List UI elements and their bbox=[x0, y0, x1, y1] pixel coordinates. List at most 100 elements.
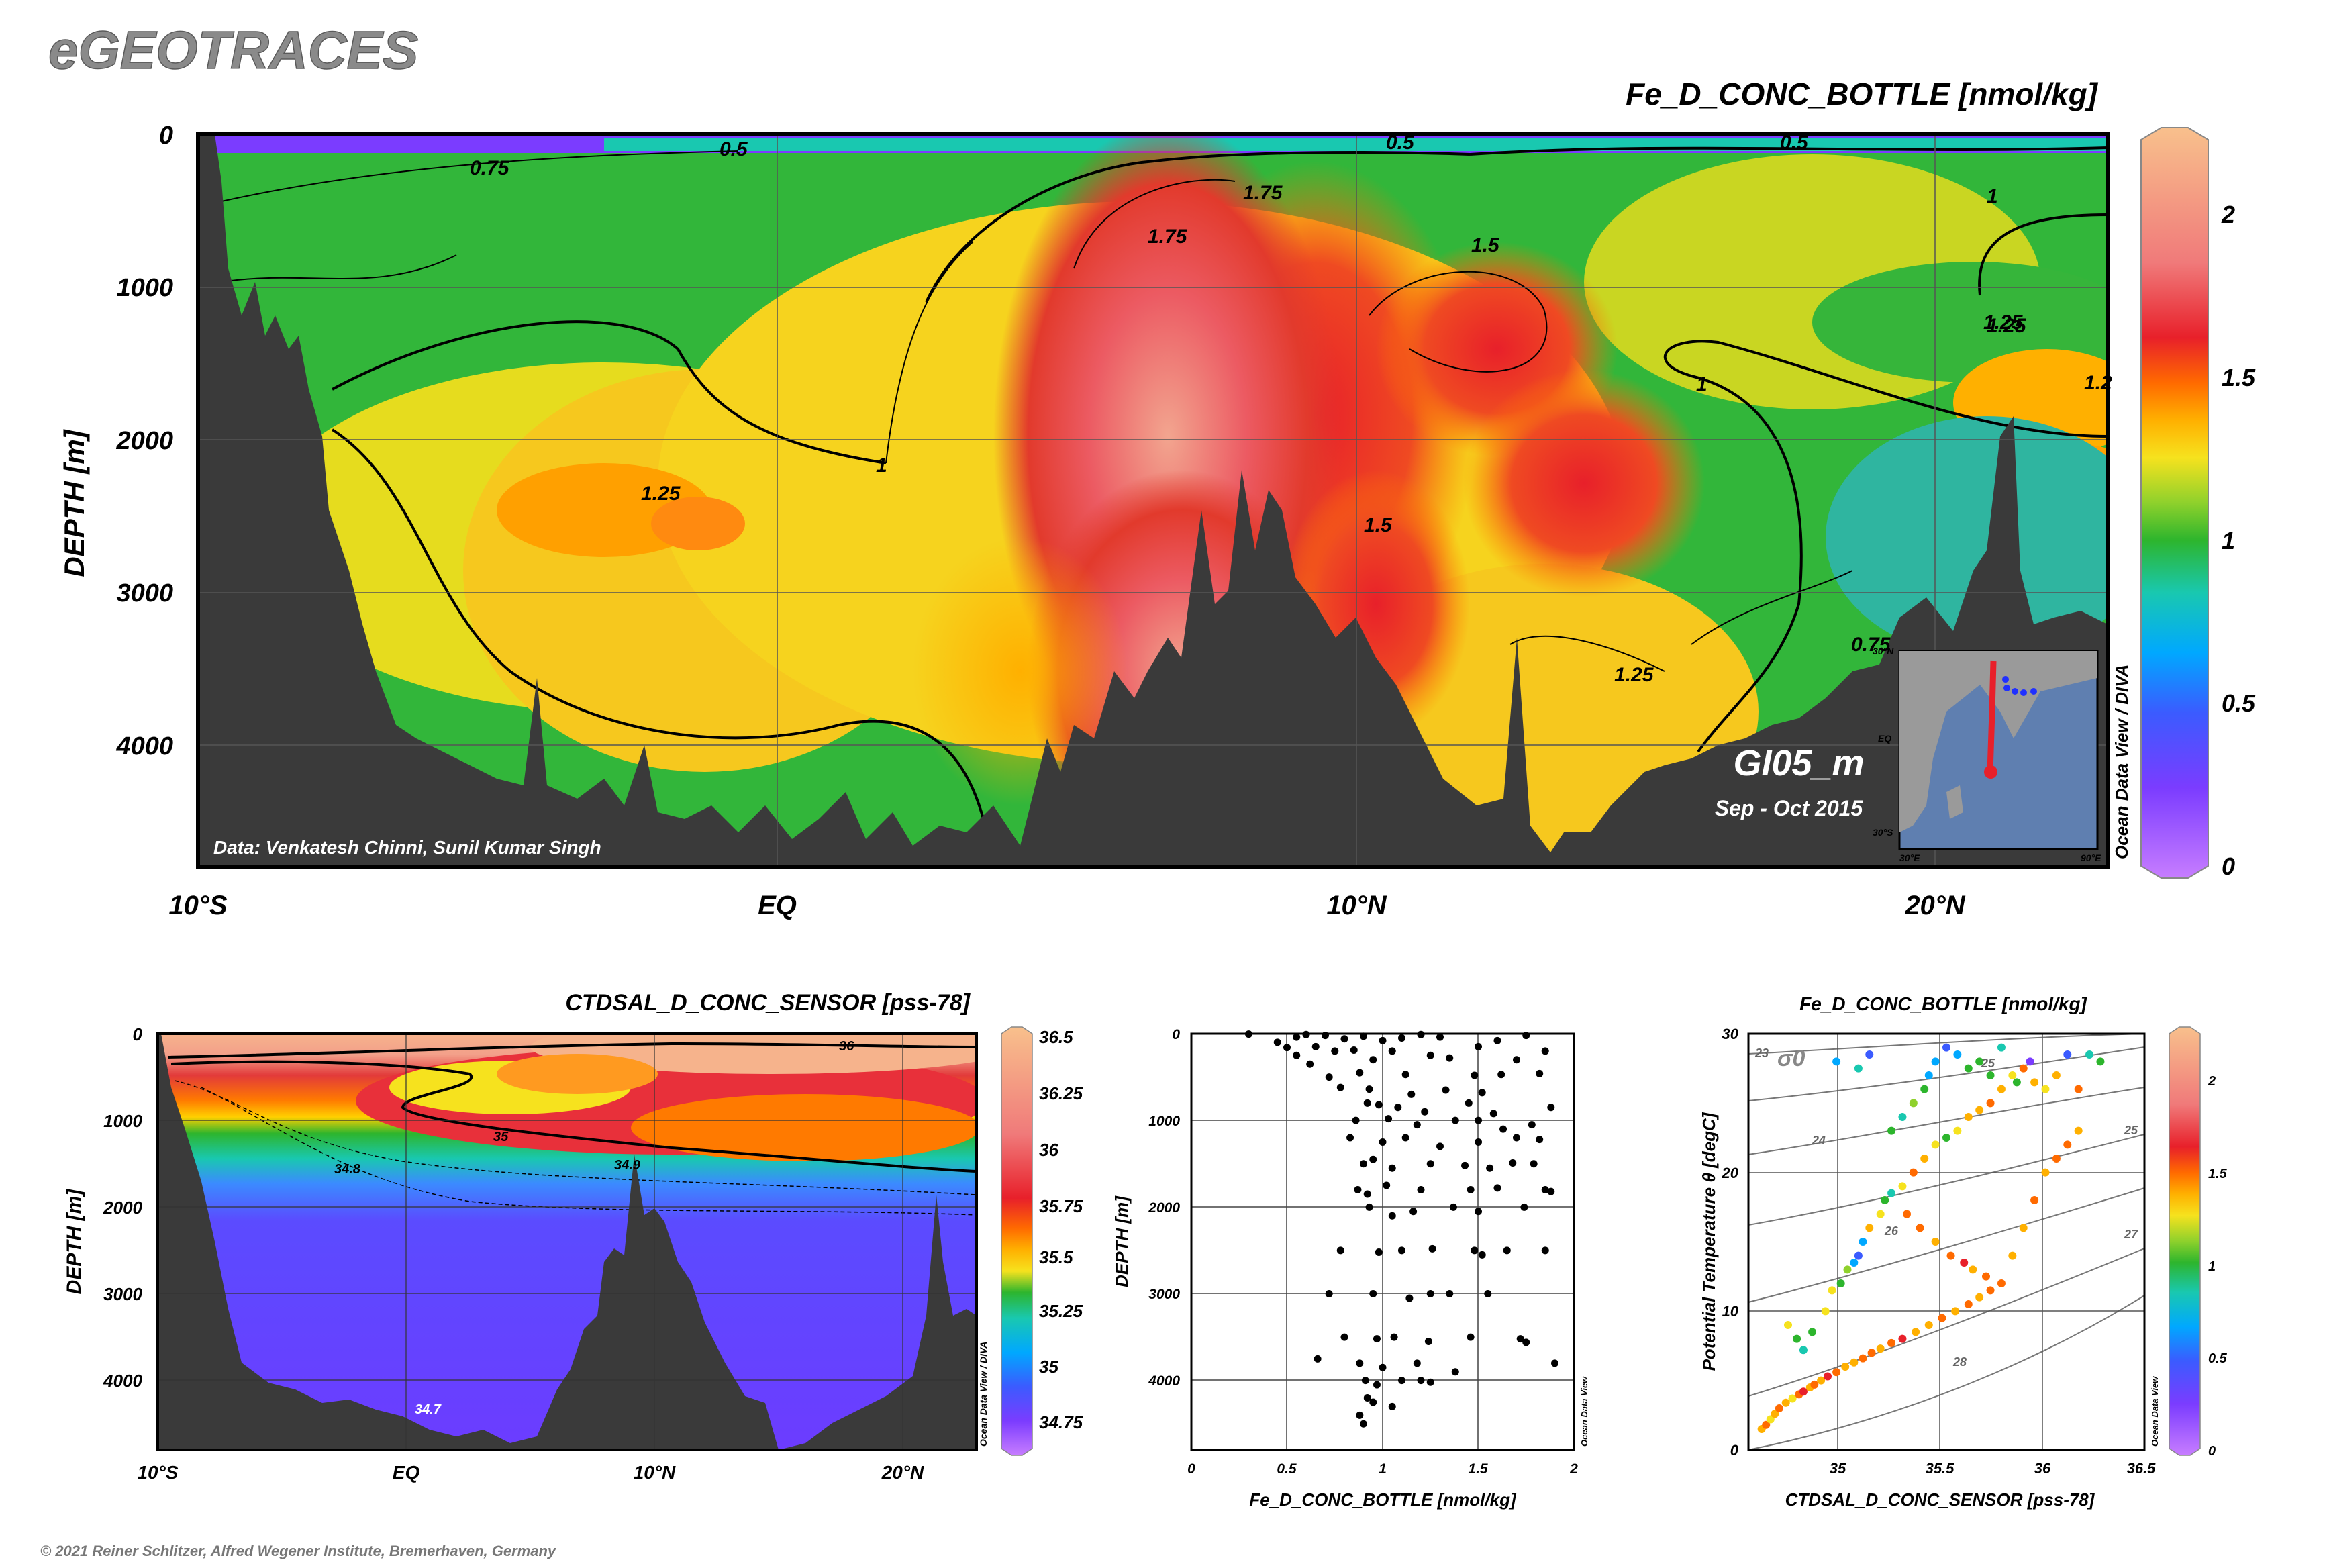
x-tick: 35.5 bbox=[1926, 1460, 1955, 1477]
y-tick: 2000 bbox=[1148, 1200, 1180, 1216]
ts-point bbox=[1986, 1099, 1995, 1108]
profile-point bbox=[1369, 1290, 1377, 1297]
ts-point bbox=[1920, 1085, 1929, 1093]
profile-point bbox=[1375, 1101, 1383, 1109]
cbar-tick: 1 bbox=[2208, 1259, 2216, 1274]
cbar-tick: 35.5 bbox=[1039, 1247, 1073, 1267]
y-tick: 20 bbox=[1722, 1165, 1739, 1181]
contour-label: 34.7 bbox=[415, 1402, 442, 1417]
y-tick: 10 bbox=[1722, 1303, 1739, 1320]
profile-point bbox=[1401, 1134, 1409, 1142]
ts-point bbox=[1953, 1126, 1962, 1135]
main-title: Fe_D_CONC_BOTTLE [nmol/kg] bbox=[1626, 77, 2099, 111]
profile-point bbox=[1475, 1042, 1482, 1050]
profile-point bbox=[1536, 1136, 1544, 1144]
ts-point bbox=[1854, 1064, 1863, 1073]
profile-point bbox=[1352, 1116, 1360, 1124]
ts-point bbox=[1817, 1376, 1826, 1385]
y-tick: 0 bbox=[159, 121, 173, 150]
x-tick: EQ bbox=[758, 891, 797, 920]
ts-point bbox=[1887, 1189, 1896, 1197]
ts-point bbox=[1821, 1307, 1830, 1316]
x-tick: 10°N bbox=[634, 1462, 676, 1483]
cbar-tick: 1.5 bbox=[2208, 1167, 2228, 1181]
ts-colorbar: 0 0.5 1 1.5 2 bbox=[2169, 1026, 2228, 1459]
profile-point bbox=[1356, 1359, 1364, 1367]
profile-point bbox=[1340, 1035, 1348, 1043]
ts-point bbox=[2085, 1050, 2094, 1059]
contour-label: 1.25 bbox=[1987, 315, 2027, 337]
profile-point bbox=[1520, 1203, 1528, 1211]
profile-point bbox=[1336, 1083, 1344, 1091]
profile-point bbox=[1356, 1411, 1364, 1419]
main-colorbar-ticks: 0 0.5 1 1.5 2 bbox=[2221, 201, 2256, 880]
profile-point bbox=[1390, 1333, 1398, 1341]
ts-point bbox=[1898, 1182, 1907, 1191]
salinity-ylabel: DEPTH [m] bbox=[63, 1189, 85, 1295]
ts-point bbox=[1986, 1071, 1995, 1079]
ts-point bbox=[1799, 1387, 1808, 1396]
profile-point bbox=[1436, 1142, 1444, 1150]
profile-point bbox=[1417, 1186, 1425, 1193]
contour-label: 34.8 bbox=[334, 1162, 361, 1177]
ts-point bbox=[1982, 1272, 1990, 1281]
salinity-software: Ocean Data View / DIVA bbox=[978, 1342, 989, 1447]
x-tick: 36.5 bbox=[2127, 1460, 2157, 1477]
profile-point bbox=[1401, 1071, 1409, 1079]
y-tick: 3000 bbox=[116, 579, 173, 607]
x-tick: 10°S bbox=[137, 1462, 178, 1483]
profile-point bbox=[1363, 1394, 1371, 1402]
contour-label: 36 bbox=[839, 1039, 854, 1054]
profile-point bbox=[1541, 1246, 1549, 1255]
x-tick: 10°N bbox=[1326, 891, 1387, 920]
ts-point bbox=[1876, 1344, 1885, 1353]
ts-software: Ocean Data View bbox=[2150, 1376, 2160, 1447]
ts-point bbox=[1931, 1140, 1940, 1149]
ts-point bbox=[1969, 1265, 1977, 1274]
profile-point bbox=[1503, 1246, 1511, 1255]
profile-point bbox=[1478, 1089, 1486, 1097]
salinity-grid bbox=[158, 1034, 977, 1450]
ts-point bbox=[2074, 1085, 2083, 1093]
ts-point bbox=[1850, 1259, 1859, 1267]
profile-xlabel: Fe_D_CONC_BOTTLE [nmol/kg] bbox=[1249, 1489, 1517, 1510]
profile-point bbox=[1421, 1108, 1429, 1116]
profile-point bbox=[1449, 1203, 1457, 1211]
profile-point bbox=[1446, 1054, 1454, 1062]
salinity-title: CTDSAL_D_CONC_SENSOR [pss-78] bbox=[565, 990, 971, 1016]
main-contours bbox=[221, 146, 2108, 833]
ts-points bbox=[1757, 1043, 2105, 1433]
cbar-tick: 36.5 bbox=[1039, 1027, 1073, 1047]
profile-point bbox=[1363, 1190, 1371, 1198]
x-tick: 20°N bbox=[1904, 891, 1965, 920]
profile-point bbox=[1363, 1099, 1371, 1107]
profile-point bbox=[1394, 1104, 1402, 1112]
ts-colorbar-ticks: 0 0.5 1 1.5 2 bbox=[2208, 1074, 2228, 1459]
profile-point bbox=[1388, 1047, 1396, 1055]
cbar-tick: 2 bbox=[2208, 1074, 2216, 1089]
isopycnal-label: 27 bbox=[2124, 1228, 2138, 1241]
main-colorbar: 0 0.5 1 1.5 2 bbox=[2140, 127, 2256, 880]
software-credit: Ocean Data View / DIVA bbox=[2112, 665, 2132, 859]
profile-point bbox=[1467, 1186, 1475, 1193]
ts-point bbox=[1865, 1224, 1874, 1232]
profile-point bbox=[1541, 1186, 1549, 1193]
x-tick: 10°S bbox=[168, 891, 227, 920]
profile-point bbox=[1383, 1181, 1391, 1189]
profile-point bbox=[1273, 1038, 1281, 1046]
profile-point bbox=[1325, 1073, 1333, 1081]
profile-point bbox=[1379, 1363, 1387, 1371]
isopycnal-label: 28 bbox=[1952, 1355, 1967, 1369]
ts-point bbox=[2019, 1064, 2028, 1073]
ts-point bbox=[1942, 1043, 1950, 1052]
ts-point bbox=[2052, 1071, 2061, 1079]
isopycnal-label: 24 bbox=[1812, 1134, 1826, 1147]
ts-point bbox=[2030, 1078, 2039, 1087]
cbar-tick: 35.25 bbox=[1039, 1301, 1083, 1321]
profile-point bbox=[1513, 1056, 1520, 1064]
y-tick: 0 bbox=[133, 1024, 143, 1044]
inset-map: 30°N EQ 30°S 30°E 90°E bbox=[1873, 646, 2101, 863]
profile-point bbox=[1426, 1378, 1434, 1386]
salinity-contour-labels: 36 35 34.9 34.8 34.7 bbox=[334, 1039, 854, 1417]
ts-point bbox=[2026, 1057, 2034, 1066]
